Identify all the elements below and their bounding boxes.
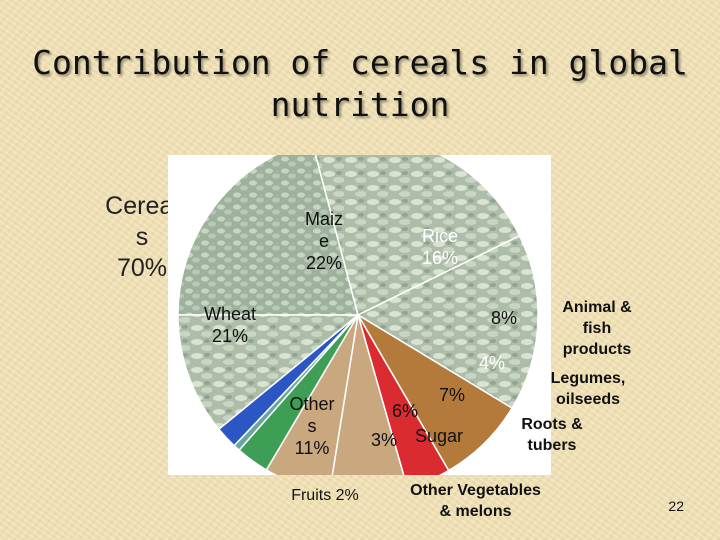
slice-label-maize: Maiz e 22% bbox=[304, 209, 343, 273]
slice-roots bbox=[331, 314, 405, 475]
slice-rice bbox=[356, 234, 539, 410]
slice-label-animal: 8% bbox=[490, 308, 517, 328]
slice-label-vegetables: 6% bbox=[391, 401, 418, 421]
slice-label-sugar: Sugar bbox=[414, 426, 464, 446]
label-legumes-oilseeds: Legumes, oilseeds bbox=[550, 370, 626, 408]
slice-animal bbox=[357, 314, 514, 472]
page-number: 22 bbox=[668, 498, 684, 514]
pie-panel: Wheat 21% Maiz e 22% Rice 16% 8% 4% 7% S… bbox=[168, 155, 551, 475]
label-animal-fish-products: Animal & fish products bbox=[562, 299, 632, 358]
cereal-group-label: Cereal s 70% bbox=[105, 192, 179, 282]
slice-label-wheat: Wheat 21% bbox=[203, 304, 257, 346]
slice-maize bbox=[314, 155, 521, 317]
label-roots-tubers: Roots & tubers bbox=[521, 416, 583, 454]
slice-legumes bbox=[357, 314, 450, 475]
slice-others bbox=[177, 314, 361, 431]
slice-label-small: 3% bbox=[370, 430, 397, 450]
pie-chart bbox=[177, 155, 539, 475]
label-other-vegetables: Other Vegetables & melons bbox=[410, 482, 541, 520]
slice-label-fruits: Fruits 2% bbox=[291, 487, 359, 504]
slice-label-others: Other s 11% bbox=[289, 394, 335, 458]
slice-label-roots: 7% bbox=[438, 385, 465, 405]
slice-label-rice: Rice 16% bbox=[421, 226, 459, 268]
slice-wheat bbox=[177, 155, 359, 316]
slice-label-legumes: 4% bbox=[478, 353, 505, 373]
slide-title: Contribution of cereals in global nutrit… bbox=[32, 43, 688, 124]
